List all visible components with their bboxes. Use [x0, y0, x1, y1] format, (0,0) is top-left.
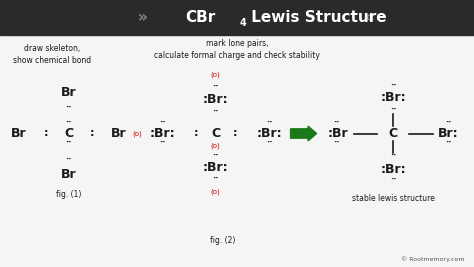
- Text: ··: ··: [445, 119, 452, 128]
- Text: ··: ··: [212, 152, 219, 161]
- Text: ··: ··: [445, 139, 452, 148]
- Text: :: :: [194, 128, 198, 139]
- Text: Br: Br: [61, 168, 76, 181]
- Text: :: :: [43, 128, 48, 139]
- Text: CBr: CBr: [185, 10, 215, 25]
- Text: ··: ··: [65, 139, 72, 148]
- Text: ··: ··: [65, 119, 72, 128]
- Text: C: C: [211, 127, 220, 140]
- Text: ··: ··: [212, 175, 219, 184]
- Text: :Br:: :Br:: [381, 163, 406, 175]
- Text: Br: Br: [61, 86, 76, 99]
- Text: :Br:: :Br:: [381, 92, 406, 104]
- Text: C: C: [64, 127, 73, 140]
- Text: (o): (o): [291, 130, 301, 137]
- Text: Br: Br: [111, 127, 126, 140]
- Text: ··: ··: [390, 152, 397, 161]
- Text: :Br:: :Br:: [203, 161, 228, 174]
- Text: :: :: [233, 128, 237, 139]
- Text: ··: ··: [266, 139, 272, 148]
- Text: fig. (1): fig. (1): [56, 190, 82, 199]
- Text: ··: ··: [390, 106, 397, 115]
- Text: 4: 4: [240, 18, 246, 28]
- FancyArrow shape: [291, 126, 317, 141]
- Text: ··: ··: [159, 119, 165, 128]
- Text: draw skeleton,
show chemical bond: draw skeleton, show chemical bond: [13, 44, 91, 65]
- Text: (o): (o): [211, 189, 220, 195]
- Text: ··: ··: [333, 119, 340, 128]
- Text: (o): (o): [211, 143, 220, 150]
- Text: © Rootmemory.com: © Rootmemory.com: [401, 256, 465, 262]
- Text: ··: ··: [159, 139, 165, 148]
- Text: Br: Br: [11, 127, 27, 140]
- Text: :Br: :Br: [328, 127, 349, 140]
- Text: (o): (o): [211, 72, 220, 78]
- Text: C: C: [389, 127, 398, 140]
- Text: :: :: [90, 128, 94, 139]
- Text: (o): (o): [133, 130, 142, 137]
- Text: Lewis Structure: Lewis Structure: [246, 10, 386, 25]
- Text: ··: ··: [390, 82, 397, 91]
- Text: ··: ··: [266, 119, 272, 128]
- Text: ··: ··: [212, 83, 219, 92]
- Text: ··: ··: [390, 176, 397, 185]
- Text: :Br:: :Br:: [203, 93, 228, 106]
- Text: ··: ··: [65, 156, 72, 165]
- Text: ··: ··: [212, 107, 219, 116]
- Text: ··: ··: [65, 104, 72, 113]
- Text: stable lewis structure: stable lewis structure: [352, 194, 435, 203]
- Text: mark lone pairs,
calculate formal charge and check stability: mark lone pairs, calculate formal charge…: [154, 39, 320, 60]
- Text: «: «: [365, 10, 374, 25]
- Text: ··: ··: [333, 139, 340, 148]
- Text: »: »: [137, 10, 147, 25]
- Text: :Br:: :Br:: [149, 127, 175, 140]
- Text: :Br:: :Br:: [256, 127, 282, 140]
- Text: Br:: Br:: [438, 127, 459, 140]
- Bar: [0, 0, 474, 35]
- Text: fig. (2): fig. (2): [210, 236, 236, 245]
